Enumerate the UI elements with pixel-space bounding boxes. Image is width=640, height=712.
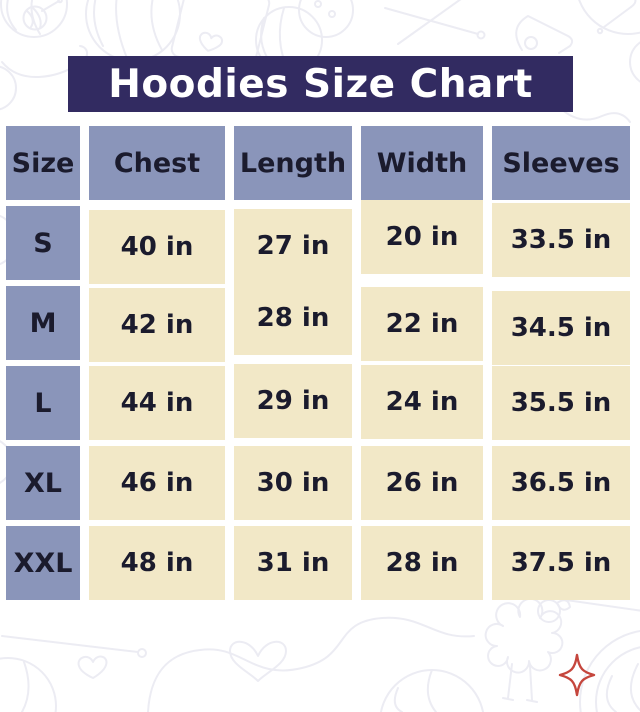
column-header-width: Width xyxy=(361,126,483,200)
yarn-strand-icon xyxy=(559,0,640,123)
yarn-ball-icon xyxy=(579,630,640,712)
yarn-ball-icon xyxy=(85,0,181,62)
column-header-size: Size xyxy=(6,126,80,200)
value-cell: 30 in xyxy=(234,446,352,520)
value-cell: 29 in xyxy=(234,364,352,438)
value-cell: 27 in xyxy=(234,209,352,283)
yarn-ball-icon xyxy=(379,669,485,712)
red-yarn-ball-icon xyxy=(22,0,63,31)
knitting-needles-icon xyxy=(1,635,147,658)
size-cell-xl: XL xyxy=(6,446,80,520)
value-cell: 24 in xyxy=(361,365,483,439)
value-cell: 33.5 in xyxy=(492,203,630,277)
safety-pin-icon xyxy=(515,15,574,54)
button-icon xyxy=(298,0,354,38)
knitting-needles-icon xyxy=(384,0,486,45)
yarn-ball-icon xyxy=(0,657,57,712)
value-cell: 35.5 in xyxy=(492,366,630,440)
page-title: Hoodies Size Chart xyxy=(108,61,533,107)
value-cell: 40 in xyxy=(89,210,225,284)
knitting-needles-icon xyxy=(551,597,640,612)
size-cell-xxl: XXL xyxy=(6,526,80,600)
red-sparkle-icon xyxy=(558,653,596,697)
value-cell: 28 in xyxy=(234,281,352,355)
size-cell-s: S xyxy=(6,206,80,280)
value-cell: 36.5 in xyxy=(492,446,630,520)
column-header-chest: Chest xyxy=(89,126,225,200)
title-banner: Hoodies Size Chart xyxy=(68,56,573,112)
value-cell: 34.5 in xyxy=(492,291,630,365)
heart-icon xyxy=(77,655,108,679)
size-cell-m: M xyxy=(6,286,80,360)
size-cell-l: L xyxy=(6,366,80,440)
sheep-icon xyxy=(484,597,571,703)
red-crochet-hook-icon xyxy=(596,0,637,35)
value-cell: 22 in xyxy=(361,287,483,361)
value-cell: 46 in xyxy=(89,446,225,520)
column-header-length: Length xyxy=(234,126,352,200)
value-cell: 26 in xyxy=(361,446,483,520)
value-cell: 37.5 in xyxy=(492,526,630,600)
value-cell: 44 in xyxy=(89,366,225,440)
value-cell: 31 in xyxy=(234,526,352,600)
value-cell: 20 in xyxy=(361,200,483,274)
yarn-strand-icon xyxy=(147,616,475,712)
value-cell: 48 in xyxy=(89,526,225,600)
value-cell: 28 in xyxy=(361,526,483,600)
column-header-sleeves: Sleeves xyxy=(492,126,630,200)
size-chart-table: Size Chest Length Width Sleeves S 40 in 27 in 20… xyxy=(6,126,630,600)
value-cell: 42 in xyxy=(89,288,225,362)
